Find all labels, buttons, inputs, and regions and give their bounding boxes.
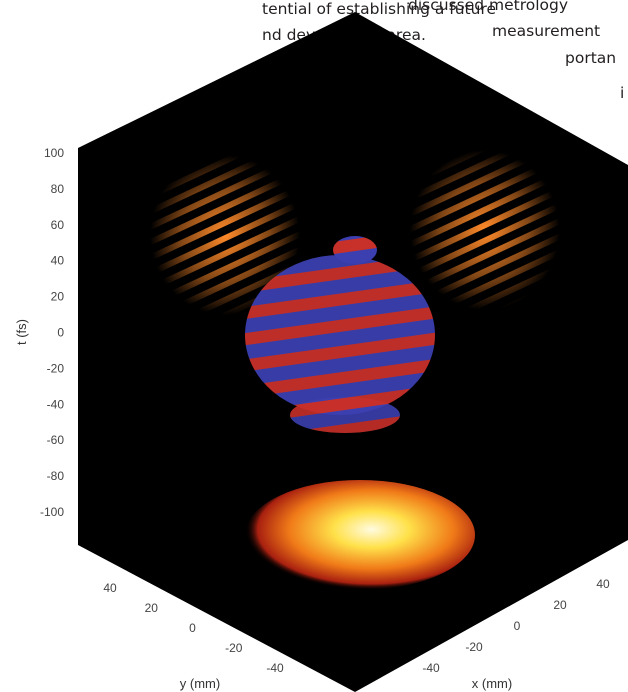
text-line: measurement (492, 22, 600, 40)
tick-label: -40 (422, 661, 440, 675)
document-page: tential of establishing a futurend devel… (0, 0, 628, 692)
tick-label: -40 (266, 661, 284, 675)
text-line: i (620, 84, 624, 102)
tick-label: 60 (51, 218, 65, 232)
tick-label: -20 (225, 641, 243, 655)
tick-label: -80 (47, 469, 65, 483)
page: tential of establishing a futurend devel… (0, 0, 628, 692)
tick-label: 40 (103, 581, 117, 595)
text-line: discussed metrology (408, 0, 568, 14)
tick-label: -100 (40, 505, 64, 519)
axis-label: t (fs) (14, 319, 29, 345)
tick-label: -20 (465, 640, 483, 654)
tick-label: -40 (47, 397, 65, 411)
tick-label: -20 (47, 361, 65, 375)
tick-label: 80 (51, 182, 65, 196)
tick-label: -60 (47, 433, 65, 447)
tick-label: 0 (57, 326, 64, 340)
tick-label: 20 (553, 598, 567, 612)
tick-label: 0 (189, 621, 196, 635)
tick-label: 40 (51, 254, 65, 268)
text-line: portan (565, 49, 616, 67)
tick-label: 0 (514, 619, 521, 633)
tick-label: 20 (145, 601, 159, 615)
axis-label: x (mm) (472, 676, 512, 691)
tick-label: 20 (51, 290, 65, 304)
tick-label: 40 (596, 577, 610, 591)
tick-label: 100 (44, 146, 64, 160)
axis-label: y (mm) (180, 676, 220, 691)
